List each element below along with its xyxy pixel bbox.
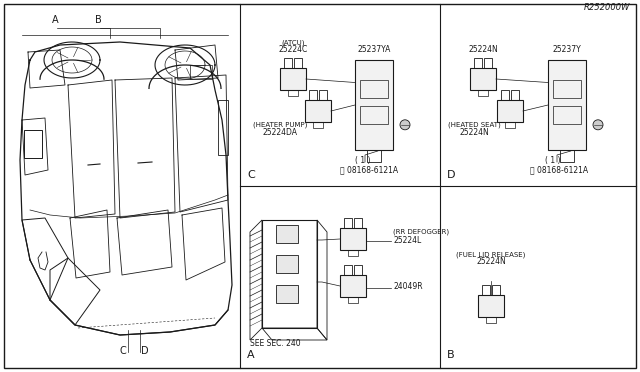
Bar: [501, 90, 509, 100]
Bar: [305, 100, 331, 122]
Bar: [319, 90, 327, 100]
Text: SEE SEC. 240: SEE SEC. 240: [250, 339, 301, 348]
Bar: [355, 60, 393, 150]
Bar: [24, 130, 42, 158]
Text: (RR DEFOGGER): (RR DEFOGGER): [393, 229, 449, 235]
Bar: [340, 275, 366, 297]
Bar: [354, 218, 362, 228]
Bar: [294, 58, 302, 68]
Bar: [548, 60, 586, 150]
Bar: [276, 285, 298, 303]
Text: B: B: [95, 15, 101, 25]
Bar: [313, 122, 323, 128]
Bar: [276, 225, 298, 243]
Bar: [478, 90, 488, 96]
Text: 25224N: 25224N: [468, 45, 498, 54]
Bar: [505, 122, 515, 128]
Text: 25224C: 25224C: [278, 45, 308, 54]
Text: 25224DA: 25224DA: [262, 128, 298, 137]
Bar: [344, 265, 352, 275]
Bar: [367, 150, 381, 162]
Text: D: D: [447, 170, 456, 180]
Text: Ⓢ 08168-6121A: Ⓢ 08168-6121A: [340, 165, 398, 174]
Bar: [288, 90, 298, 96]
Bar: [560, 150, 574, 162]
Text: B: B: [447, 350, 454, 360]
Bar: [348, 250, 358, 256]
Text: (HEATED SEAT): (HEATED SEAT): [447, 122, 500, 128]
Text: R252000W: R252000W: [584, 3, 630, 12]
Bar: [492, 285, 500, 295]
Text: C: C: [247, 170, 255, 180]
Circle shape: [400, 120, 410, 130]
Bar: [360, 80, 388, 98]
Circle shape: [593, 120, 603, 130]
Bar: [354, 265, 362, 275]
Bar: [284, 58, 292, 68]
Text: D: D: [141, 346, 149, 356]
Bar: [484, 58, 492, 68]
Text: (HEATER PUMP): (HEATER PUMP): [253, 122, 307, 128]
Bar: [486, 317, 496, 323]
Bar: [262, 220, 317, 328]
Bar: [478, 295, 504, 317]
Bar: [553, 106, 581, 124]
Bar: [280, 68, 306, 90]
Text: C: C: [120, 346, 126, 356]
Text: ( 1 ): ( 1 ): [545, 156, 561, 165]
Text: 25237YA: 25237YA: [357, 45, 390, 54]
Bar: [470, 68, 496, 90]
Bar: [348, 297, 358, 303]
Bar: [474, 58, 482, 68]
Text: 24049R: 24049R: [393, 282, 422, 291]
Bar: [360, 106, 388, 124]
Bar: [482, 285, 490, 295]
Bar: [276, 255, 298, 273]
Text: 25224N: 25224N: [459, 128, 489, 137]
Text: A: A: [52, 15, 58, 25]
Text: (ATCU): (ATCU): [281, 39, 305, 45]
Text: 25237Y: 25237Y: [552, 45, 581, 54]
Bar: [344, 218, 352, 228]
Bar: [497, 100, 523, 122]
Text: Ⓢ 08168-6121A: Ⓢ 08168-6121A: [530, 165, 588, 174]
Bar: [190, 65, 212, 79]
Bar: [340, 228, 366, 250]
Text: ( 1 ): ( 1 ): [355, 156, 371, 165]
Text: A: A: [247, 350, 255, 360]
Text: 25224N: 25224N: [476, 257, 506, 266]
Text: 25224L: 25224L: [393, 236, 421, 245]
Text: (FUEL LID RELEASE): (FUEL LID RELEASE): [456, 251, 525, 257]
Bar: [218, 100, 228, 155]
Bar: [511, 90, 519, 100]
Bar: [309, 90, 317, 100]
Bar: [553, 80, 581, 98]
